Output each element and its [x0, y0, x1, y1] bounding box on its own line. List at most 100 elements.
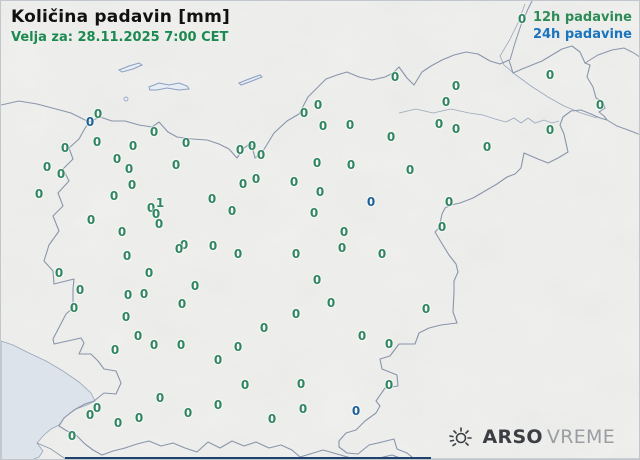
- station-value[interactable]: 0: [390, 70, 400, 84]
- station-value[interactable]: 0: [346, 158, 356, 172]
- station-value[interactable]: 0: [93, 107, 103, 121]
- station-value[interactable]: 0: [113, 416, 123, 430]
- station-value[interactable]: 0: [240, 378, 250, 392]
- station-value[interactable]: 0: [238, 177, 248, 191]
- station-value[interactable]: 0: [299, 106, 309, 120]
- station-value[interactable]: 0: [384, 337, 394, 351]
- station-value[interactable]: 0: [291, 247, 301, 261]
- station-value[interactable]: 0: [134, 411, 144, 425]
- station-value[interactable]: 0: [151, 207, 161, 221]
- station-value[interactable]: 0: [92, 401, 102, 415]
- station-value[interactable]: 0: [437, 220, 447, 234]
- station-value[interactable]: 0: [34, 187, 44, 201]
- station-value[interactable]: 0: [312, 156, 322, 170]
- station-value[interactable]: 0: [289, 175, 299, 189]
- station-value[interactable]: 0: [451, 79, 461, 93]
- station-value[interactable]: 0: [174, 242, 184, 256]
- station-value[interactable]: 0: [109, 189, 119, 203]
- station-value[interactable]: 0: [313, 98, 323, 112]
- station-value[interactable]: 0: [351, 404, 361, 418]
- station-value[interactable]: 0: [434, 117, 444, 131]
- station-value[interactable]: 0: [92, 135, 102, 149]
- station-value[interactable]: 0: [235, 143, 245, 157]
- station-value[interactable]: 0: [112, 152, 122, 166]
- station-value[interactable]: 0: [213, 398, 223, 412]
- station-value[interactable]: 0: [296, 377, 306, 391]
- station-value[interactable]: 0: [139, 287, 149, 301]
- station-value[interactable]: 0: [155, 391, 165, 405]
- station-value[interactable]: 0: [337, 241, 347, 255]
- station-value[interactable]: 0: [251, 172, 261, 186]
- station-value[interactable]: 0: [110, 343, 120, 357]
- station-value[interactable]: 0: [545, 68, 555, 82]
- station-value[interactable]: 0: [144, 266, 154, 280]
- station-value[interactable]: 0: [67, 429, 77, 443]
- station-value[interactable]: 0: [309, 206, 319, 220]
- station-value[interactable]: 0: [179, 238, 189, 252]
- station-value[interactable]: 0: [386, 130, 396, 144]
- station-value[interactable]: 0: [441, 95, 451, 109]
- station-value[interactable]: 0: [312, 273, 322, 287]
- station-value[interactable]: 0: [405, 163, 415, 177]
- station-value[interactable]: 0: [326, 296, 336, 310]
- station-value[interactable]: 0: [176, 338, 186, 352]
- station-value[interactable]: 0: [56, 167, 66, 181]
- station-value[interactable]: 0: [227, 204, 237, 218]
- station-value[interactable]: 0: [545, 123, 555, 137]
- station-value[interactable]: 0: [117, 225, 127, 239]
- station-value[interactable]: 0: [54, 266, 64, 280]
- station-value[interactable]: 0: [357, 329, 367, 343]
- station-value[interactable]: 0: [421, 302, 431, 316]
- station-value[interactable]: 0: [595, 98, 605, 112]
- station-value[interactable]: 0: [247, 139, 257, 153]
- station-value[interactable]: 0: [298, 402, 308, 416]
- station-value[interactable]: 0: [451, 122, 461, 136]
- station-value[interactable]: 0: [181, 136, 191, 150]
- station-value[interactable]: 0: [315, 185, 325, 199]
- station-value[interactable]: 0: [267, 412, 277, 426]
- station-value[interactable]: 0: [154, 217, 164, 231]
- station-value[interactable]: 0: [384, 378, 394, 392]
- station-value[interactable]: 0: [208, 239, 218, 253]
- station-value[interactable]: 0: [42, 160, 52, 174]
- station-value[interactable]: 0: [517, 12, 527, 26]
- station-value[interactable]: 0: [366, 195, 376, 209]
- legend-24h[interactable]: 24h padavine: [532, 27, 632, 42]
- station-value[interactable]: 0: [127, 178, 137, 192]
- station-value[interactable]: 0: [128, 139, 138, 153]
- station-value[interactable]: 0: [85, 115, 95, 129]
- station-value[interactable]: 0: [318, 119, 328, 133]
- station-value[interactable]: 0: [259, 321, 269, 335]
- station-value[interactable]: 0: [124, 162, 134, 176]
- station-value[interactable]: 0: [183, 406, 193, 420]
- station-value[interactable]: 0: [213, 353, 223, 367]
- station-value[interactable]: 0: [146, 201, 156, 215]
- station-value[interactable]: 0: [339, 225, 349, 239]
- station-value[interactable]: 0: [377, 247, 387, 261]
- station-value[interactable]: 1: [155, 196, 165, 210]
- station-value[interactable]: 0: [177, 297, 187, 311]
- station-value[interactable]: 0: [69, 301, 79, 315]
- station-value[interactable]: 0: [345, 118, 355, 132]
- station-value[interactable]: 0: [190, 279, 200, 293]
- station-value[interactable]: 0: [121, 310, 131, 324]
- bottom-gray-line: [431, 458, 639, 459]
- station-value[interactable]: 0: [149, 125, 159, 139]
- station-value[interactable]: 0: [171, 158, 181, 172]
- station-value[interactable]: 0: [133, 329, 143, 343]
- station-value[interactable]: 0: [75, 283, 85, 297]
- station-value[interactable]: 0: [123, 288, 133, 302]
- station-value[interactable]: 0: [482, 140, 492, 154]
- station-value[interactable]: 0: [60, 141, 70, 155]
- station-value[interactable]: 0: [291, 307, 301, 321]
- station-value[interactable]: 0: [122, 249, 132, 263]
- station-value[interactable]: 0: [444, 195, 454, 209]
- station-value[interactable]: 0: [256, 148, 266, 162]
- station-value[interactable]: 0: [233, 340, 243, 354]
- station-value[interactable]: 0: [149, 338, 159, 352]
- station-value[interactable]: 0: [86, 213, 96, 227]
- station-value[interactable]: 0: [85, 408, 95, 422]
- legend-12h[interactable]: 12h padavine: [532, 10, 632, 25]
- station-value[interactable]: 0: [207, 192, 217, 206]
- station-value[interactable]: 0: [233, 247, 243, 261]
